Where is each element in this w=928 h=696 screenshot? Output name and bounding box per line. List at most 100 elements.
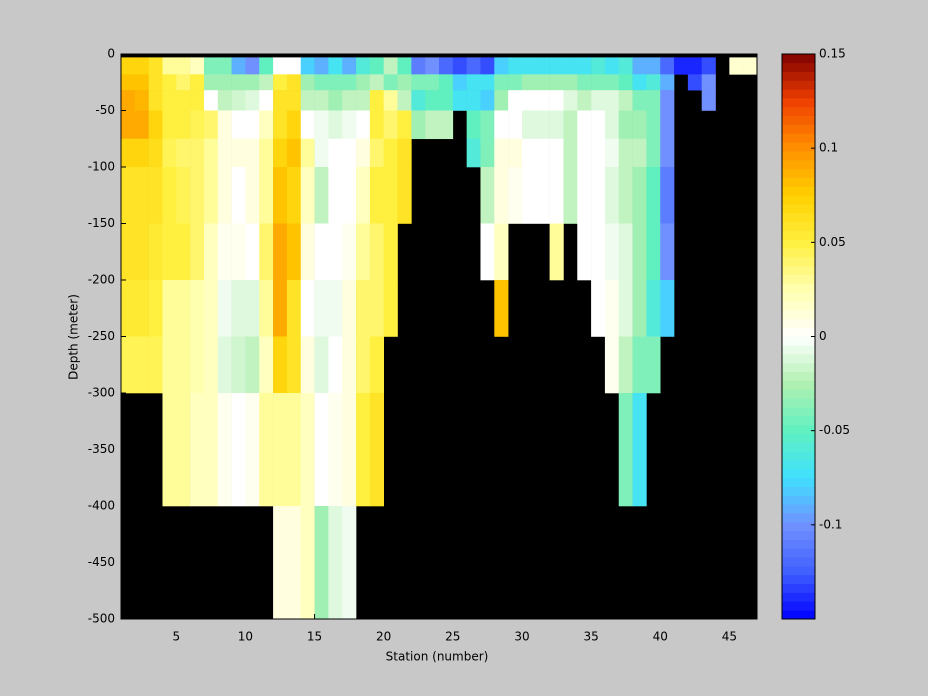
heatmap-cell bbox=[286, 90, 302, 111]
heatmap-cell bbox=[646, 336, 661, 394]
heatmap-cell bbox=[604, 336, 620, 394]
heatmap-cell bbox=[383, 167, 398, 224]
heatmap-cell bbox=[383, 223, 398, 281]
heatmap-cell bbox=[632, 393, 647, 507]
heatmap-cell bbox=[203, 167, 219, 224]
heatmap-cell bbox=[383, 57, 398, 75]
heatmap-cell bbox=[577, 74, 592, 91]
y-tick-label: -100 bbox=[88, 160, 115, 174]
colorbar-step bbox=[782, 371, 815, 381]
colorbar-step bbox=[782, 415, 815, 426]
colorbar-step bbox=[782, 221, 815, 231]
heatmap-cell bbox=[300, 506, 315, 620]
heatmap-cell bbox=[563, 167, 578, 224]
heatmap-cell bbox=[217, 57, 232, 75]
heatmap-cell bbox=[701, 57, 716, 75]
heatmap-cell bbox=[300, 223, 315, 281]
heatmap-cell bbox=[162, 336, 177, 394]
heatmap-cell bbox=[494, 57, 509, 75]
heatmap-cell bbox=[411, 74, 426, 91]
heatmap-cell bbox=[411, 110, 426, 140]
heatmap-cell bbox=[190, 57, 205, 75]
heatmap-cell bbox=[134, 90, 149, 111]
heatmap-cell bbox=[632, 74, 647, 91]
heatmap-cell bbox=[259, 138, 274, 168]
heatmap-cell bbox=[674, 57, 689, 75]
heatmap-cell bbox=[604, 223, 620, 281]
heatmap-cell bbox=[549, 138, 564, 168]
heatmap-cell bbox=[563, 74, 578, 91]
heatmap-cell bbox=[259, 223, 274, 281]
heatmap-cell bbox=[328, 167, 343, 224]
heatmap-cell bbox=[162, 167, 177, 224]
heatmap-cell bbox=[577, 110, 592, 140]
heatmap-cell bbox=[356, 167, 371, 224]
heatmap-cell bbox=[383, 110, 398, 140]
heatmap-cell bbox=[397, 90, 412, 111]
heatmap-cell bbox=[494, 280, 509, 337]
heatmap-cell bbox=[369, 223, 384, 281]
x-tick-label: 25 bbox=[445, 630, 460, 644]
heatmap-cell bbox=[660, 74, 675, 91]
heatmap-cell bbox=[217, 393, 232, 507]
colorbar-step bbox=[782, 530, 815, 540]
heatmap-cell bbox=[618, 393, 633, 507]
colorbar-step bbox=[782, 557, 815, 567]
heatmap-cell bbox=[190, 110, 205, 140]
heatmap-cell bbox=[217, 110, 232, 140]
heatmap-cell bbox=[328, 506, 343, 620]
colorbar-step bbox=[782, 239, 815, 249]
heatmap-cell bbox=[701, 74, 716, 91]
colorbar-step bbox=[782, 592, 815, 602]
heatmap-cell bbox=[286, 336, 302, 394]
heatmap-cell bbox=[604, 280, 620, 337]
heatmap-cell bbox=[286, 167, 302, 224]
heatmap-cell bbox=[314, 223, 329, 281]
x-tick-label: 35 bbox=[583, 630, 598, 644]
heatmap-cell bbox=[577, 167, 592, 224]
x-tick-label: 5 bbox=[172, 630, 180, 644]
heatmap-cell bbox=[217, 167, 232, 224]
heatmap-cell bbox=[245, 90, 260, 111]
heatmap-cell bbox=[521, 167, 537, 224]
heatmap-cell bbox=[190, 90, 205, 111]
heatmap-cell bbox=[466, 90, 481, 111]
heatmap-cell bbox=[618, 280, 633, 337]
heatmap-cell bbox=[231, 57, 246, 75]
heatmap-cell bbox=[176, 336, 191, 394]
heatmap-cell bbox=[121, 90, 136, 111]
heatmap-cell bbox=[203, 138, 219, 168]
heatmap-cell bbox=[591, 74, 606, 91]
heatmap-cell bbox=[190, 138, 205, 168]
heatmap-cell bbox=[300, 167, 315, 224]
heatmap-cell bbox=[300, 138, 315, 168]
heatmap-cell bbox=[217, 138, 232, 168]
heatmap-cell bbox=[369, 336, 384, 394]
heatmap-cell bbox=[245, 223, 260, 281]
heatmap-cell bbox=[508, 74, 523, 91]
heatmap-cell bbox=[148, 167, 163, 224]
heatmap-cell bbox=[632, 110, 647, 140]
heatmap-cell bbox=[549, 90, 564, 111]
heatmap-cell bbox=[176, 90, 191, 111]
heatmap-cell bbox=[508, 57, 523, 75]
heatmap-cell bbox=[660, 223, 675, 281]
heatmap-cell bbox=[217, 280, 232, 337]
heatmap-cell bbox=[121, 57, 136, 75]
heatmap-cell bbox=[452, 74, 467, 91]
heatmap-cell bbox=[425, 90, 440, 111]
heatmap-cell bbox=[162, 57, 177, 75]
heatmap-cell bbox=[286, 110, 302, 140]
heatmap-cell bbox=[162, 280, 177, 337]
heatmap-cell bbox=[369, 57, 384, 75]
heatmap-cell bbox=[162, 223, 177, 281]
heatmap-cell bbox=[314, 393, 329, 507]
heatmap-cell bbox=[190, 74, 205, 91]
heatmap-cell bbox=[591, 138, 606, 168]
heatmap-cell bbox=[383, 90, 398, 111]
x-tick-label: 20 bbox=[376, 630, 391, 644]
heatmap-cell bbox=[342, 138, 357, 168]
heatmap-cell bbox=[217, 74, 232, 91]
heatmap-cell bbox=[591, 280, 606, 337]
heatmap-cell bbox=[521, 57, 537, 75]
